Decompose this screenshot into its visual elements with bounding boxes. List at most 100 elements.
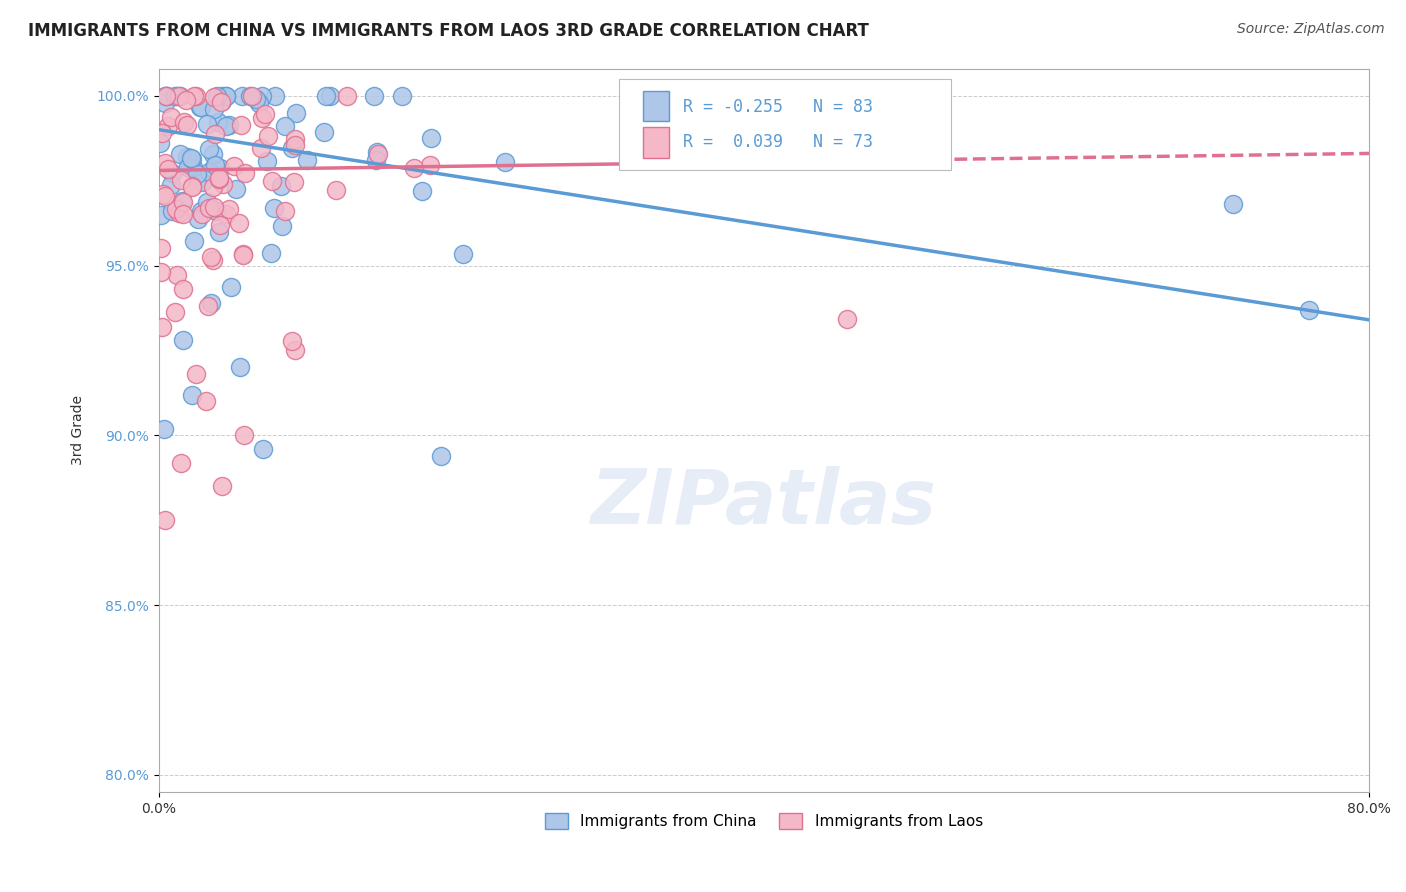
Point [181,152,204,166]
Point [200,295,222,310]
Point [270,219,292,234]
Point [451,247,474,261]
Point [188,100,211,114]
Point [172,207,194,221]
Point [209,95,232,109]
FancyBboxPatch shape [619,79,952,169]
Point [263,201,285,215]
Point [215,207,238,221]
Point [160,203,183,218]
Point [176,118,198,132]
Y-axis label: 3rd Grade: 3rd Grade [72,395,86,466]
Point [835,312,858,326]
Point [222,160,245,174]
Point [205,203,228,218]
Point [274,204,297,219]
Point [494,155,516,169]
Point [325,183,347,197]
Point [208,172,231,186]
Point [177,160,200,174]
Point [153,156,176,170]
Point [232,428,254,442]
Point [172,282,194,296]
Bar [643,91,669,121]
Point [172,194,194,208]
Point [319,88,342,103]
Point [411,184,433,198]
Point [150,208,173,222]
Point [1298,303,1320,318]
Point [366,153,388,167]
Point [181,387,204,401]
Point [284,138,307,153]
Point [250,88,273,103]
Point [280,141,302,155]
Point [252,442,274,456]
Point [190,203,212,218]
Point [150,126,173,140]
Point [208,225,231,239]
Point [253,107,276,121]
Point [315,88,337,103]
Point [165,88,187,103]
Point [197,165,219,179]
Point [169,88,191,103]
Point [215,88,238,103]
Point [231,88,253,103]
Point [363,88,385,103]
Point [149,265,172,279]
Point [273,120,295,134]
Text: IMMIGRANTS FROM CHINA VS IMMIGRANTS FROM LAOS 3RD GRADE CORRELATION CHART: IMMIGRANTS FROM CHINA VS IMMIGRANTS FROM… [28,22,869,40]
Point [312,125,335,139]
Point [239,88,262,103]
Point [152,421,174,435]
Point [283,175,305,189]
Point [207,115,229,129]
Point [180,151,202,165]
Point [1222,197,1244,211]
Text: ZIPatlas: ZIPatlas [591,466,936,540]
Point [174,93,197,107]
Point [195,195,218,210]
Point [202,179,225,194]
Point [156,88,179,103]
Point [184,368,207,382]
Point [200,250,222,264]
Point [430,449,453,463]
Point [232,248,254,262]
Point [202,162,225,177]
Point [208,161,231,175]
Point [180,180,202,194]
Point [295,153,318,167]
Point [160,110,183,124]
Point [219,280,242,294]
Point [202,253,225,268]
Point [366,145,388,159]
Point [160,178,183,193]
Point [152,187,174,202]
Point [157,119,180,133]
Point [245,92,267,106]
Bar [643,128,669,158]
Point [336,88,359,103]
Point [197,201,219,215]
Point [218,118,240,132]
Point [155,88,177,103]
Point [229,360,252,375]
Point [197,299,219,313]
Point [166,268,188,282]
Point [202,90,225,104]
Point [204,102,226,116]
Point [157,161,180,176]
Point [181,160,204,174]
Point [402,161,425,175]
Point [285,106,308,120]
Point [170,456,193,470]
Point [167,206,190,220]
Point [183,234,205,248]
Point [260,246,283,260]
Point [153,513,176,527]
Point [367,147,389,161]
Point [169,147,191,161]
Point [150,319,173,334]
